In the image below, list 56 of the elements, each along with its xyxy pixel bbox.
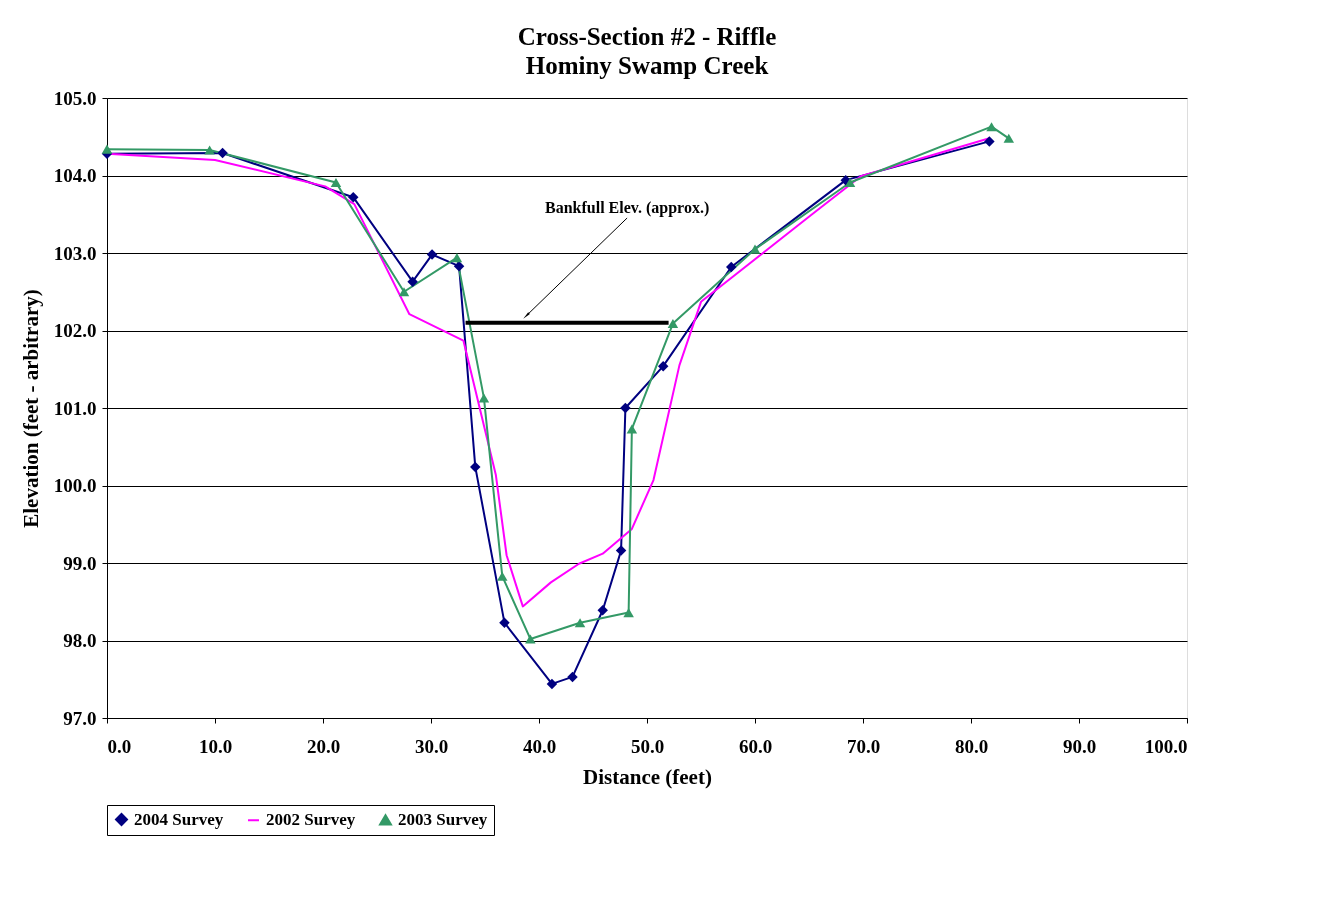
- y-tick-label: 98.0: [63, 630, 97, 651]
- legend-label: 2002 Survey: [266, 810, 356, 830]
- point: [470, 461, 481, 473]
- point: [844, 177, 856, 188]
- point: [1003, 133, 1015, 143]
- x-tick-label: 10.0: [198, 735, 233, 757]
- y-tick-label: 104.0: [53, 165, 97, 186]
- point: [657, 360, 669, 372]
- x-tick-label: 90.0: [1062, 735, 1097, 757]
- point: [330, 177, 342, 188]
- x-tick-label: 20.0: [306, 735, 341, 757]
- point: [615, 545, 627, 556]
- point: [984, 136, 995, 147]
- annotation: Bankfull Elev. (approx.): [545, 199, 710, 217]
- y-tick-label: 100.0: [53, 475, 97, 496]
- point: [567, 671, 578, 683]
- y-tick-label: 103.0: [53, 242, 97, 264]
- point: [398, 287, 410, 297]
- point: [597, 605, 608, 616]
- point: [451, 253, 463, 263]
- chart-subtitle: Hominy Swamp Creek: [525, 52, 769, 79]
- x-tick-label: 0.0: [107, 735, 132, 757]
- x-tick-label: 80.0: [954, 735, 989, 757]
- x-axis-title: Distance (feet): [583, 764, 712, 789]
- legend-label: 2004 Survey: [134, 809, 224, 829]
- point: [426, 249, 438, 260]
- point: [667, 318, 679, 329]
- legend-label: 2003 Survey: [398, 809, 488, 829]
- point: [478, 393, 490, 403]
- point: [217, 147, 228, 159]
- y-tick-label: 101.0: [53, 397, 97, 419]
- y-tick-label: 105.0: [53, 87, 97, 109]
- point: [497, 571, 508, 581]
- x-tick-label: 30.0: [414, 735, 449, 757]
- point: [546, 678, 558, 690]
- x-tick-label: 70.0: [846, 735, 881, 757]
- x-tick-label: 40.0: [522, 735, 557, 757]
- point: [204, 145, 215, 155]
- y-tick-label: 99.0: [63, 552, 97, 574]
- point: [626, 424, 638, 434]
- x-tick-label: 50.0: [630, 735, 665, 757]
- y-tick-label: 102.0: [53, 320, 97, 341]
- point: [101, 144, 113, 154]
- point: [726, 261, 737, 273]
- point: [499, 617, 510, 628]
- y-tick-label: 97.0: [63, 707, 97, 729]
- point: [623, 608, 634, 618]
- chart-title: Cross-Section #2 - Riffle: [517, 23, 777, 50]
- point: [574, 618, 586, 628]
- point: [348, 191, 359, 203]
- x-tick-label: 60.0: [738, 735, 773, 757]
- y-axis-title: Elevation (feet - arbitrary): [18, 289, 43, 528]
- point: [407, 276, 418, 287]
- point: [986, 122, 997, 132]
- x-tick-label: 100.0: [1144, 735, 1188, 757]
- point: [620, 402, 631, 414]
